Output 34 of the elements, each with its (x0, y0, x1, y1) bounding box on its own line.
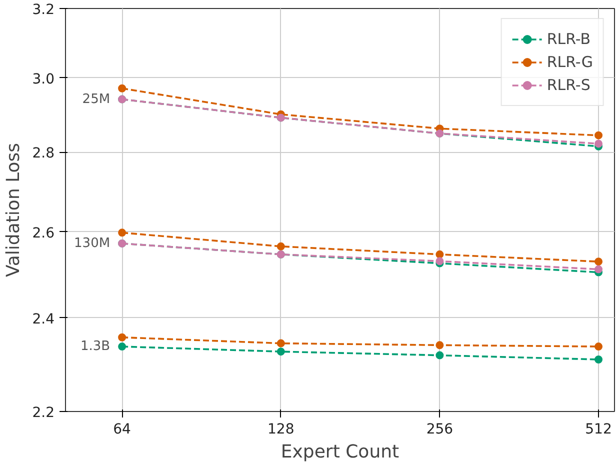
x-tick-label: 128 (268, 422, 294, 438)
point (594, 258, 603, 266)
point (276, 339, 285, 348)
point (594, 342, 603, 351)
point (118, 84, 126, 92)
point (436, 351, 444, 360)
y-tick-label: 2.6 (32, 225, 55, 242)
annotation: 130M (74, 236, 110, 251)
x-axis-title: Expert Count (280, 442, 400, 462)
x-tick-label: 256 (426, 422, 454, 438)
legend-label: RLR-B (546, 30, 591, 48)
point (594, 265, 603, 274)
y-axis-title: Validation Loss (3, 142, 24, 278)
y-tick-label: 3.2 (32, 2, 54, 18)
y-tick-label: 3.0 (32, 71, 54, 88)
point (118, 228, 126, 237)
legend-label: RLR-S (546, 76, 590, 94)
point (118, 342, 126, 351)
y-tick-label: 2.4 (32, 311, 55, 328)
point (276, 242, 285, 250)
point (594, 140, 603, 148)
annotation: 1.3B (80, 339, 110, 354)
x-tick-label: 64 (113, 422, 132, 438)
point (594, 355, 603, 364)
point (436, 341, 444, 350)
y-tick-label: 2.8 (32, 146, 54, 162)
legend-label: RLR-G (546, 53, 593, 71)
point (118, 333, 126, 342)
y-tick-label: 2.2 (32, 405, 54, 421)
point (436, 250, 444, 258)
point (594, 131, 603, 140)
x-tick-label: 512 (585, 422, 612, 438)
point (276, 348, 285, 356)
annotation: 25M (82, 92, 110, 107)
